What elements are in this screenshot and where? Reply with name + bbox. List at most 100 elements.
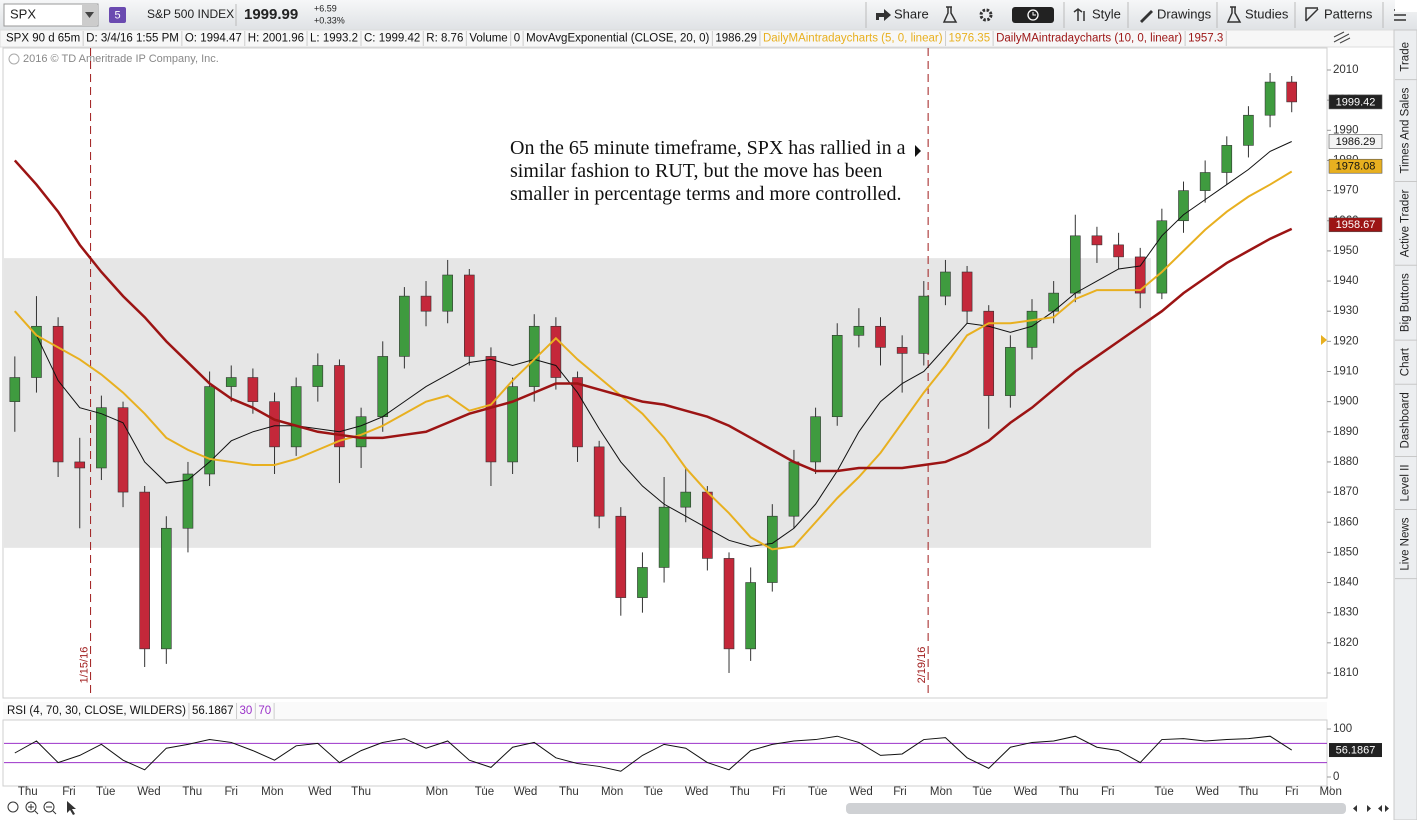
x-tick-label: Mon <box>426 786 448 798</box>
candle-body <box>161 527 172 650</box>
candle-body <box>1005 347 1016 396</box>
style-icon <box>1073 8 1085 21</box>
button[interactable]: Drawings <box>1157 6 1212 21</box>
candle-body <box>572 377 583 448</box>
button[interactable]: Style <box>1092 6 1121 21</box>
x-tick-label: Thu <box>351 786 371 798</box>
candle-body <box>52 325 64 463</box>
scrollbar-thumb[interactable] <box>846 803 1346 814</box>
net-change: +6.59 <box>314 3 337 13</box>
gear-icon[interactable] <box>979 8 993 22</box>
last-price: 1999.99 <box>244 6 298 23</box>
rsi-plot: RSI (4, 70, 30, CLOSE, WILDERS) 56.1867 30… <box>4 703 1382 783</box>
x-axis: Thu Fri Tue Wed Thu Fri Mon Wed Thu Mon Tue Wed Thu M… <box>18 786 1342 798</box>
flask-icon[interactable] <box>942 6 958 23</box>
price-marker-label: 1978.08 <box>1336 161 1376 173</box>
y-tick-label: 1830 <box>1333 607 1359 619</box>
x-tick-label: Wed <box>137 786 160 798</box>
sidebar-tab[interactable]: Level II <box>1400 464 1412 501</box>
symbol-box[interactable] <box>3 3 99 27</box>
candle-body <box>1069 235 1081 294</box>
candle-body <box>940 271 951 297</box>
y-tick-label: 0 <box>1333 771 1339 783</box>
moving-average <box>14 141 1292 547</box>
active-tab[interactable] <box>1395 0 1417 13</box>
candle-body <box>9 377 21 402</box>
expand-icon[interactable] <box>1333 31 1351 44</box>
info-item: H: 2001.96 <box>248 33 304 45</box>
copyright-icon <box>8 53 20 65</box>
cursor-marker <box>1321 335 1327 345</box>
candle-body <box>1243 114 1254 146</box>
y-tick-label: 1910 <box>1333 366 1359 378</box>
button[interactable]: Studies <box>1245 6 1289 21</box>
candle-body <box>1286 81 1298 103</box>
y-tick-label: 2010 <box>1333 64 1359 76</box>
candle-body <box>831 335 843 418</box>
rsi-marker-label: 56.1867 <box>1336 744 1376 756</box>
symbol[interactable]: SPX <box>10 6 36 21</box>
y-tick-label: 1870 <box>1333 486 1359 498</box>
info-item: 1957.3 <box>1188 33 1223 45</box>
sidebar-tab[interactable]: Active Trader <box>1400 189 1412 257</box>
candle-body <box>1134 256 1146 294</box>
info-item: O: 1994.47 <box>185 33 242 45</box>
x-tick-label: Wed <box>514 786 537 798</box>
rsi-header-item: RSI (4, 70, 30, CLOSE, WILDERS) <box>7 705 186 717</box>
sidebar-tab[interactable]: Big Buttons <box>1400 273 1412 332</box>
x-tick-label: Tue <box>96 786 115 798</box>
x-tick-label: Thu <box>18 786 38 798</box>
candle-body <box>204 386 215 475</box>
sidebar-tab[interactable]: Dashboard <box>1400 392 1412 448</box>
zoom-in[interactable] <box>25 801 37 813</box>
rsi-line <box>14 735 1292 772</box>
sidebar-tabs: Trade Times And Sales Active Trader Big But… <box>1395 0 1417 580</box>
candle-body <box>788 461 800 517</box>
y-tick-label: 1880 <box>1333 456 1359 468</box>
sidebar-tab[interactable]: Live News <box>1400 517 1412 570</box>
rsi-header-item: 56.1867 <box>192 705 234 717</box>
candle-body <box>528 325 540 387</box>
sidebar-tab[interactable]: Times And Sales <box>1400 87 1412 173</box>
y-tick-label: 1840 <box>1333 577 1359 589</box>
candle-body <box>1178 190 1189 222</box>
badge[interactable] <box>109 7 126 23</box>
candle-body <box>74 461 86 469</box>
zoom-out-glyph <box>46 806 57 815</box>
candle-body <box>1221 145 1233 173</box>
x-tick-label: Tue <box>1154 786 1173 798</box>
sidebar-tab[interactable]: Trade <box>1400 42 1412 72</box>
rsi-header <box>3 702 1327 720</box>
button[interactable]: Share <box>894 6 929 21</box>
candle-body <box>247 377 259 402</box>
candle-body <box>420 295 432 312</box>
zoom-out[interactable] <box>43 801 55 813</box>
scroll-arrows[interactable] <box>1353 805 1389 812</box>
candle-body <box>853 325 865 336</box>
y-tick-label: 1990 <box>1333 124 1359 136</box>
y-tick-label: 1950 <box>1333 245 1359 257</box>
candle-body <box>312 365 324 387</box>
price-marker <box>1328 94 1383 110</box>
x-tick-label: Fri <box>1285 786 1298 798</box>
candle-body <box>1199 172 1211 191</box>
price-marker-label: 1999.42 <box>1336 96 1376 108</box>
candle-body <box>1264 81 1276 116</box>
zoom-fit[interactable] <box>7 801 19 813</box>
moving-average <box>14 170 1293 551</box>
candle-body <box>1091 235 1103 246</box>
description: S&P 500 INDEX <box>147 7 234 21</box>
x-tick-label: Tue <box>808 786 827 798</box>
price-marker <box>1328 217 1383 233</box>
candle-body <box>182 473 194 529</box>
button[interactable]: Patterns <box>1324 6 1373 21</box>
pointer-tool[interactable] <box>67 801 76 815</box>
candle-body <box>745 582 756 650</box>
x-tick-label: Fri <box>1101 786 1114 798</box>
x-tick-label: Wed <box>1014 786 1037 798</box>
studies-icon <box>1226 6 1242 23</box>
candle-body <box>702 491 713 559</box>
candle-body <box>918 295 930 354</box>
sidebar-tab[interactable]: Chart <box>1400 347 1412 376</box>
